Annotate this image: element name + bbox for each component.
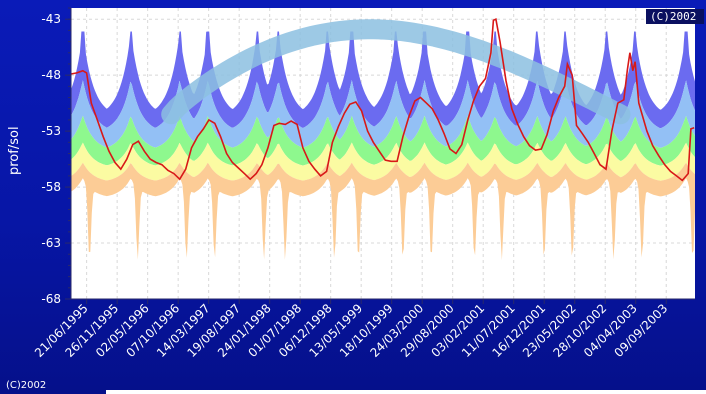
band-lightblue — [71, 80, 695, 148]
y-tick-label: -68 — [41, 292, 61, 306]
watermark-bottom: (C)2002 — [6, 380, 47, 391]
y-axis: -43 -48 -53 -58 -63 -68 — [41, 7, 71, 306]
band-yellow — [71, 142, 695, 181]
y-tick-label: -53 — [41, 124, 61, 138]
watermark-top: (C)2002 — [650, 10, 696, 23]
x-axis: 21/06/199526/11/199502/05/199607/10/1996… — [32, 299, 670, 360]
y-tick-label: -43 — [41, 12, 61, 26]
series-line — [70, 18, 695, 182]
band-blue — [71, 31, 695, 129]
footer-bar — [106, 390, 706, 394]
y-axis-label: prof/sol — [7, 126, 22, 175]
y-tick-label: -63 — [41, 236, 61, 250]
watermark-top-background — [646, 9, 704, 24]
seasonal-arc — [161, 19, 631, 125]
y-tick-label: -48 — [41, 68, 61, 82]
band-orange — [71, 162, 695, 261]
y-tick-label: -58 — [41, 180, 61, 194]
